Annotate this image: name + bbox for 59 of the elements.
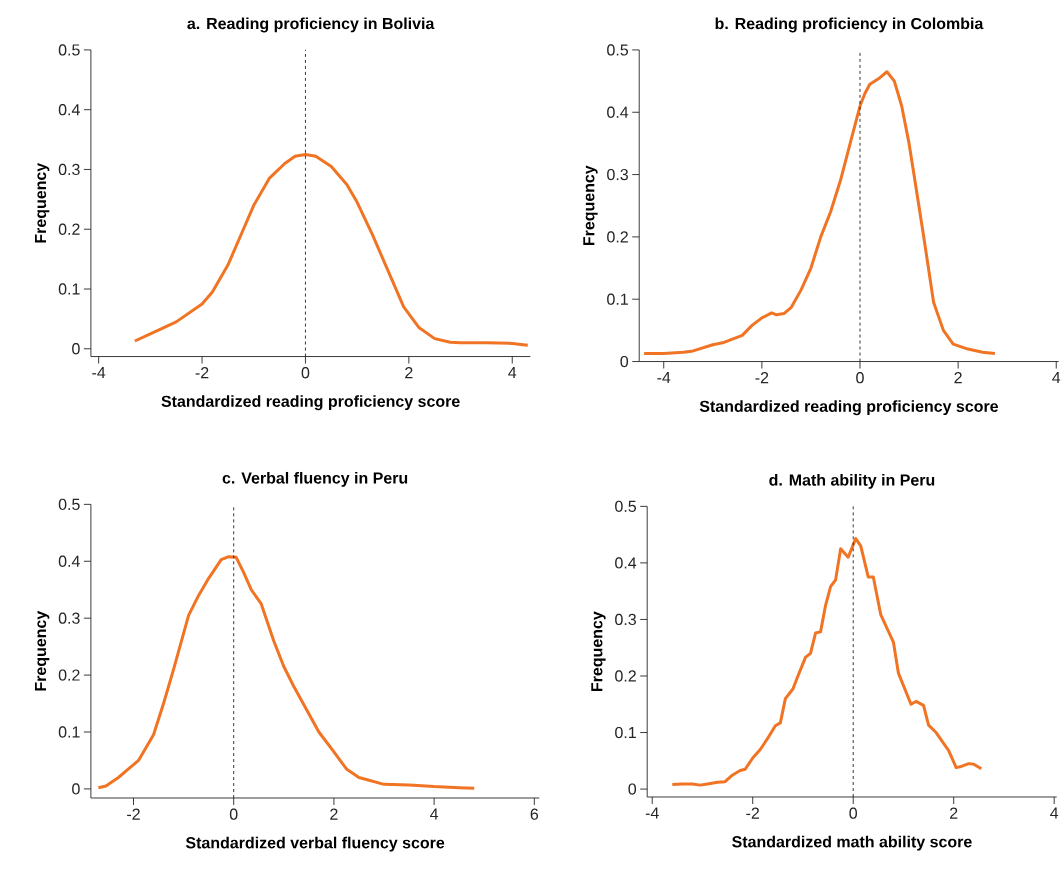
x-axis-title: Standardized math ability score	[732, 835, 972, 851]
chart-title: d. Math ability in Peru	[769, 474, 935, 489]
x-tick-label: -4	[657, 372, 671, 384]
y-axis-title: Frequency	[34, 162, 50, 243]
y-tick-label: 0.3	[58, 163, 80, 176]
x-tick-label: 2	[330, 808, 338, 820]
chart-title: c. Verbal fluency in Peru	[222, 472, 408, 487]
y-tick-label: 0	[620, 355, 629, 368]
y-tick-label: 0.1	[58, 283, 80, 295]
x-axis-title: Standardized verbal fluency score	[185, 836, 445, 852]
x-tick-label: -2	[755, 372, 769, 384]
x-tick-label: -2	[127, 808, 140, 820]
y-tick-label: 0.3	[607, 168, 628, 181]
x-tick-label: 2	[950, 807, 958, 819]
x-tick-label: 0	[856, 372, 864, 384]
x-tick-label: -4	[645, 807, 659, 819]
y-tick-label: 0.3	[58, 612, 80, 624]
line-series	[670, 537, 983, 787]
line-series	[642, 70, 997, 355]
y-tick-label: 0.5	[58, 498, 80, 511]
y-tick-label: 0.2	[58, 223, 80, 235]
y-tick-label: 0.2	[607, 231, 628, 243]
x-tick-label: 6	[530, 808, 539, 820]
y-tick-label: 0.5	[615, 500, 636, 513]
y-tick-label: 0.2	[58, 669, 80, 681]
x-tick-label: -2	[746, 807, 760, 819]
x-tick-label: -2	[195, 367, 209, 379]
chart-title: b. Reading proficiency in Colombia	[715, 17, 984, 33]
y-tick-label: 0.4	[58, 104, 80, 116]
x-tick-label: 0	[301, 367, 310, 379]
chart-title: a. Reading proficiency in Bolivia	[187, 17, 435, 33]
x-axis-title: Standardized reading proficiency score	[161, 395, 460, 411]
y-axis-title: Frequency	[591, 611, 606, 692]
y-tick-label: 0	[72, 343, 80, 355]
y-tick-label: 0	[628, 783, 637, 795]
y-tick-label: 0.5	[58, 44, 80, 56]
x-tick-label: 0	[229, 808, 238, 820]
y-tick-label: 0	[72, 783, 80, 795]
y-tick-label: 0.4	[58, 555, 80, 567]
x-tick-label: 4	[508, 367, 517, 379]
x-tick-label: 4	[430, 808, 439, 820]
x-axis-title: Standardized reading proficiency score	[699, 400, 999, 416]
y-tick-label: 0.5	[607, 44, 629, 56]
line-series	[96, 555, 476, 790]
x-tick-label: 4	[1050, 807, 1059, 819]
y-axis-title: Frequency	[583, 165, 598, 246]
y-tick-label: 0.2	[615, 670, 636, 682]
x-tick-label: 2	[954, 372, 962, 384]
y-tick-label: 0.1	[615, 726, 636, 739]
y-axis-title: Frequency	[34, 610, 50, 691]
y-tick-label: 0.3	[615, 613, 636, 626]
x-tick-label: 0	[849, 807, 858, 819]
x-tick-label: 4	[1052, 372, 1061, 384]
x-tick-label: 2	[405, 367, 413, 379]
y-tick-label: 0.4	[615, 557, 637, 569]
x-tick-label: -4	[92, 367, 106, 379]
y-tick-label: 0.1	[58, 726, 80, 738]
y-tick-label: 0.4	[607, 106, 629, 118]
y-tick-label: 0.1	[607, 293, 628, 305]
